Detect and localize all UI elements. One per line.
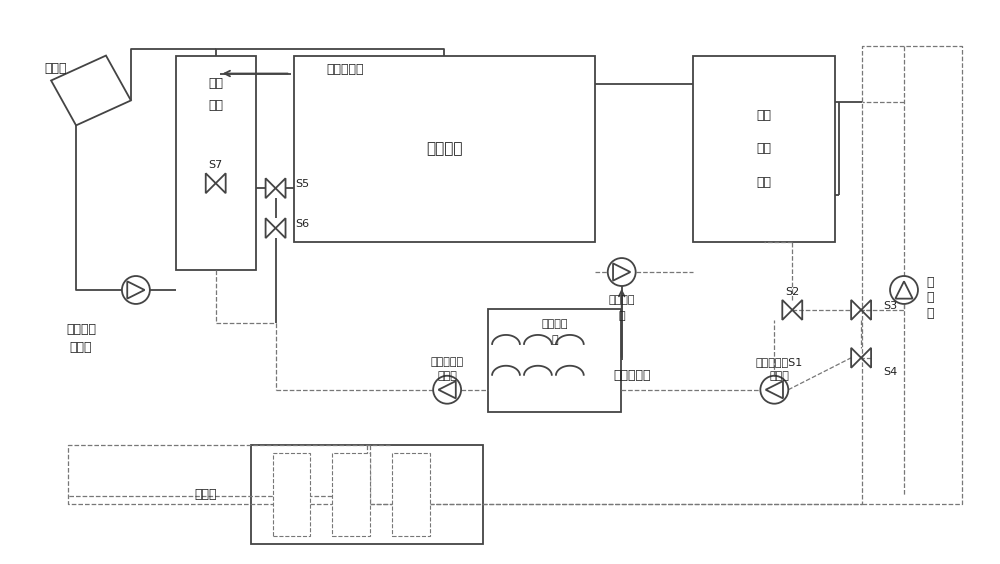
Text: 地源侧补热S1: 地源侧补热S1 bbox=[756, 357, 803, 367]
Text: S3: S3 bbox=[883, 301, 897, 311]
Text: 蓄热水箱: 蓄热水箱 bbox=[426, 142, 462, 156]
Text: S2: S2 bbox=[785, 287, 799, 297]
Text: 泵: 泵 bbox=[618, 311, 625, 321]
Text: 地埋管: 地埋管 bbox=[194, 488, 217, 501]
Text: 热水循环: 热水循环 bbox=[608, 295, 635, 305]
Text: 水箱: 水箱 bbox=[208, 99, 223, 112]
Bar bbox=[294, 56, 595, 242]
Text: S4: S4 bbox=[883, 367, 897, 377]
Bar bbox=[251, 444, 483, 544]
Text: S5: S5 bbox=[296, 179, 310, 190]
Text: 循环泵: 循环泵 bbox=[769, 371, 789, 381]
Bar bbox=[392, 452, 430, 536]
Text: 地源: 地源 bbox=[756, 109, 771, 122]
Text: 循环泵: 循环泵 bbox=[70, 341, 92, 354]
Bar bbox=[332, 452, 370, 536]
Bar bbox=[488, 309, 621, 412]
Text: 泵: 泵 bbox=[926, 307, 933, 320]
Text: 自来水进口: 自来水进口 bbox=[327, 63, 364, 76]
Text: 太阳能补热: 太阳能补热 bbox=[431, 357, 464, 367]
Text: 集热器: 集热器 bbox=[45, 62, 67, 75]
Text: 机组: 机组 bbox=[756, 176, 771, 189]
Text: 器: 器 bbox=[551, 335, 558, 345]
Text: S6: S6 bbox=[296, 219, 310, 229]
Text: 自来水进口: 自来水进口 bbox=[613, 369, 650, 382]
Bar bbox=[273, 452, 310, 536]
Text: 集热: 集热 bbox=[208, 77, 223, 90]
Text: 循环泵: 循环泵 bbox=[437, 371, 457, 381]
Bar bbox=[176, 56, 256, 270]
Text: 板式换热: 板式换热 bbox=[541, 319, 568, 329]
Text: 太阳集热: 太阳集热 bbox=[66, 323, 96, 336]
Text: 能: 能 bbox=[926, 292, 933, 305]
Text: 热泵: 热泵 bbox=[756, 142, 771, 155]
Text: 地: 地 bbox=[926, 275, 933, 289]
Bar bbox=[693, 56, 835, 242]
Text: S7: S7 bbox=[209, 160, 223, 170]
